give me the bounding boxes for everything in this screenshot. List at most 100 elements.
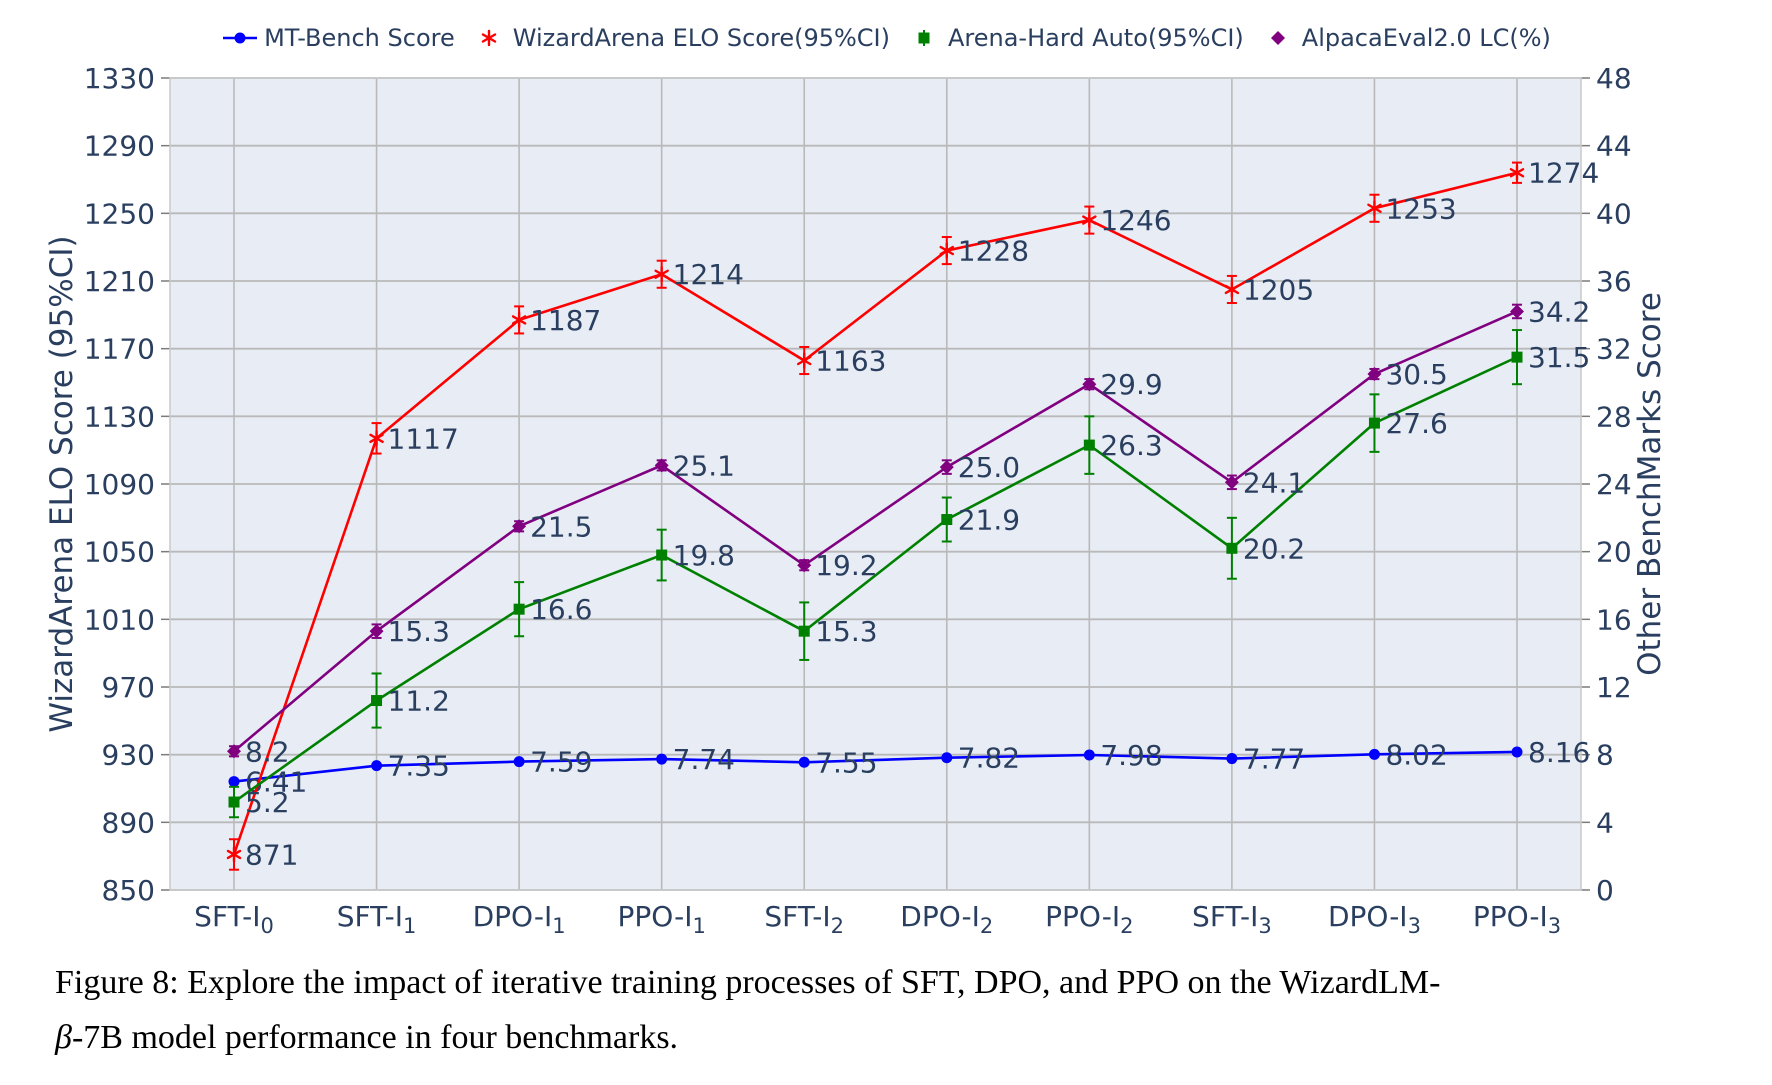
data-label: 34.2 xyxy=(1528,295,1590,328)
x-tick-label: PPO-I1 xyxy=(618,900,706,935)
right-tick-label: 12 xyxy=(1596,671,1632,704)
data-label: 5.2 xyxy=(245,786,290,819)
data-point-marker xyxy=(228,776,240,788)
data-label: 15.3 xyxy=(815,615,877,648)
asterisk-spoke xyxy=(481,33,496,43)
asterisk-legend-icon xyxy=(481,29,496,47)
data-label: 25.1 xyxy=(673,449,735,482)
left-tick-label: 1210 xyxy=(84,265,155,298)
data-label: 1187 xyxy=(530,304,601,337)
legend-item-alpacaeval2-0-lc: AlpacaEval2.0 LC(%) xyxy=(1259,24,1551,52)
beta-symbol: β xyxy=(55,1019,72,1057)
data-label: 8.2 xyxy=(245,735,290,768)
data-point-marker xyxy=(1270,31,1285,45)
series-mt-bench-score: 6.41 7.35 7.59 7.74 7.55 7.82 7.98 7.77 8.02 8.16 xyxy=(228,736,1590,799)
data-label: 1246 xyxy=(1100,204,1171,237)
right-tick-label: 44 xyxy=(1596,130,1632,163)
right-tick-label: 28 xyxy=(1596,400,1632,433)
left-tick-label: 1250 xyxy=(84,197,155,230)
right-tick-label: 24 xyxy=(1596,468,1632,501)
data-label: 871 xyxy=(245,838,298,871)
asterisk-spoke xyxy=(1367,203,1382,213)
left-axis-title: WizardArena ELO Score (95%CI) xyxy=(44,235,80,732)
data-label: 1253 xyxy=(1385,192,1456,225)
data-point-marker xyxy=(1224,475,1239,490)
data-point-marker xyxy=(939,242,955,259)
data-point-marker xyxy=(1082,211,1097,229)
data-point-marker xyxy=(1083,749,1095,761)
series-line xyxy=(232,171,1518,855)
x-tick-label: SFT-I2 xyxy=(764,900,844,935)
caption-line-1: Figure 8: Explore the impact of iterativ… xyxy=(55,964,1441,1001)
legend-item-arena-hard-auto-95-ci: Arena-Hard Auto(95%CI) xyxy=(905,24,1244,52)
circle-legend-icon xyxy=(223,32,258,44)
data-label: 8.16 xyxy=(1528,736,1590,769)
data-label: 27.6 xyxy=(1385,407,1447,440)
data-label: 30.5 xyxy=(1385,358,1447,391)
asterisk-spoke xyxy=(1224,284,1240,295)
x-tick-label: DPO-I1 xyxy=(473,900,566,935)
right-axis-title: Other BenchMarks Score xyxy=(1632,292,1668,676)
data-point-marker xyxy=(511,311,527,329)
left-tick-label: 1010 xyxy=(84,603,155,636)
data-point-marker xyxy=(798,625,810,637)
x-tick-label: SFT-I0 xyxy=(194,900,274,935)
asterisk-spoke xyxy=(369,433,384,444)
chart-legend: MT-Bench Score WizardArena ELO Score(95%C… xyxy=(0,24,1772,52)
asterisk-spoke xyxy=(226,849,242,860)
data-label: 1117 xyxy=(388,422,459,455)
data-label: 7.77 xyxy=(1243,743,1305,776)
data-point-marker xyxy=(369,430,384,447)
data-point-marker xyxy=(1511,351,1523,363)
data-label: 29.9 xyxy=(1100,368,1162,401)
caption-line-2-text: -7B model performance in four benchmarks… xyxy=(71,1019,679,1057)
data-point-marker xyxy=(654,458,669,473)
data-label: 1163 xyxy=(815,345,886,378)
x-tick-label: SFT-I1 xyxy=(337,900,417,935)
data-label: 24.1 xyxy=(1243,466,1305,499)
square-legend-icon xyxy=(918,30,930,46)
legend-label: Arena-Hard Auto(95%CI) xyxy=(947,24,1244,52)
data-point-marker xyxy=(941,514,953,526)
data-point-marker xyxy=(1368,748,1380,760)
right-tick-label: 0 xyxy=(1596,874,1614,907)
series-arena-hard-auto-95-ci: 5.2 11.2 16.6 19.8 15.3 21.9 26.3 20.2 27.6 31.5 xyxy=(228,329,1590,819)
data-point-marker xyxy=(1510,304,1524,319)
data-label: 19.8 xyxy=(673,539,735,572)
data-point-marker xyxy=(371,760,383,772)
data-label: 26.3 xyxy=(1100,429,1162,462)
legend-label: WizardArena ELO Score(95%CI) xyxy=(512,24,890,52)
right-tick-label: 16 xyxy=(1596,603,1632,636)
right-tick-label: 36 xyxy=(1596,265,1632,298)
legend-label: MT-Bench Score xyxy=(264,24,455,52)
data-point-marker xyxy=(369,624,384,639)
data-label: 20.2 xyxy=(1243,532,1305,565)
asterisk-spoke xyxy=(796,355,812,366)
data-label: 7.74 xyxy=(673,743,735,776)
figure-caption: Figure 8: Explore the impact of iterativ… xyxy=(55,955,1712,1065)
left-tick-label: 1290 xyxy=(84,130,155,163)
x-tick-label: DPO-I2 xyxy=(900,900,993,935)
data-point-marker xyxy=(1511,746,1523,758)
caption-line-2: β-7B model performance in four benchmark… xyxy=(55,1010,1712,1065)
legend-item-wizardarena-elo-score-95-ci: WizardArena ELO Score(95%CI) xyxy=(470,24,890,52)
left-tick-label: 970 xyxy=(102,671,155,704)
data-point-marker xyxy=(1367,367,1382,382)
data-point-marker xyxy=(798,756,810,768)
data-label: 16.6 xyxy=(530,593,592,626)
data-label: 25.0 xyxy=(958,451,1020,484)
chart-canvas: SFT-I0 SFT-I1 DPO-I1 PPO-I1 SFT-I2 DPO-I2 PPO-… xyxy=(44,62,1668,935)
data-point-marker xyxy=(1082,377,1097,392)
right-tick-label: 40 xyxy=(1596,197,1632,230)
asterisk-spoke xyxy=(511,315,527,325)
data-point-marker xyxy=(227,744,241,759)
left-tick-label: 890 xyxy=(102,806,155,839)
data-point-marker xyxy=(1367,200,1382,217)
data-point-marker xyxy=(656,753,668,765)
data-label: 7.55 xyxy=(815,746,877,779)
data-point-marker xyxy=(654,266,669,283)
x-tick-label: PPO-I2 xyxy=(1045,900,1133,935)
data-point-marker xyxy=(226,846,242,863)
data-point-marker xyxy=(797,558,812,573)
right-tick-label: 48 xyxy=(1596,62,1632,95)
